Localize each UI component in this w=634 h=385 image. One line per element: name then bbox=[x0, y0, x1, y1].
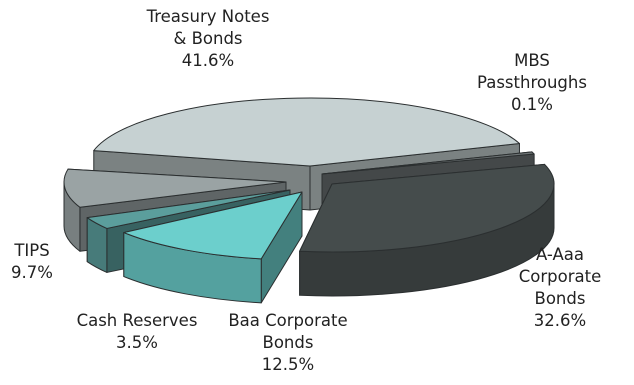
label-treasury-value: 41.6% bbox=[181, 51, 235, 70]
label-cash-name-1: Cash Reserves bbox=[76, 311, 198, 330]
label-aaa-name-2: Corporate bbox=[518, 267, 602, 286]
label-mbs-name-2: Passthroughs bbox=[477, 73, 587, 92]
label-aaa: A-Aaa Corporate Bonds 32.6% bbox=[502, 244, 618, 332]
label-treasury-name-2: & Bonds bbox=[173, 29, 243, 48]
label-cash-value: 3.5% bbox=[116, 333, 158, 352]
pie-tops bbox=[63, 97, 555, 260]
label-baa-name-1: Baa Corporate bbox=[228, 311, 348, 330]
label-aaa-name-1: A-Aaa bbox=[535, 245, 585, 264]
label-cash: Cash Reserves 3.5% bbox=[64, 310, 210, 354]
pie-slice-baa bbox=[123, 191, 303, 260]
label-mbs-value: 0.1% bbox=[511, 95, 553, 114]
pie-slice-mbs bbox=[321, 151, 535, 175]
pie-slice-treasury bbox=[93, 97, 520, 167]
label-aaa-value: 32.6% bbox=[533, 311, 587, 330]
label-tips: TIPS 9.7% bbox=[2, 240, 62, 284]
label-treasury-name-1: Treasury Notes bbox=[146, 7, 270, 26]
label-baa-name-2: Bonds bbox=[262, 333, 314, 352]
pie-slice-tips bbox=[63, 168, 287, 208]
label-tips-value: 9.7% bbox=[11, 263, 53, 282]
label-mbs-name-1: MBS bbox=[514, 51, 550, 70]
label-baa-value: 12.5% bbox=[261, 355, 315, 374]
label-treasury: Treasury Notes & Bonds 41.6% bbox=[143, 6, 273, 72]
label-tips-name-1: TIPS bbox=[14, 241, 50, 260]
label-baa: Baa Corporate Bonds 12.5% bbox=[208, 310, 368, 376]
label-mbs: MBS Passthroughs 0.1% bbox=[472, 50, 592, 116]
pie-slice-aaa bbox=[299, 163, 555, 253]
label-aaa-name-3: Bonds bbox=[534, 289, 586, 308]
pie-slice-cash bbox=[86, 189, 291, 229]
